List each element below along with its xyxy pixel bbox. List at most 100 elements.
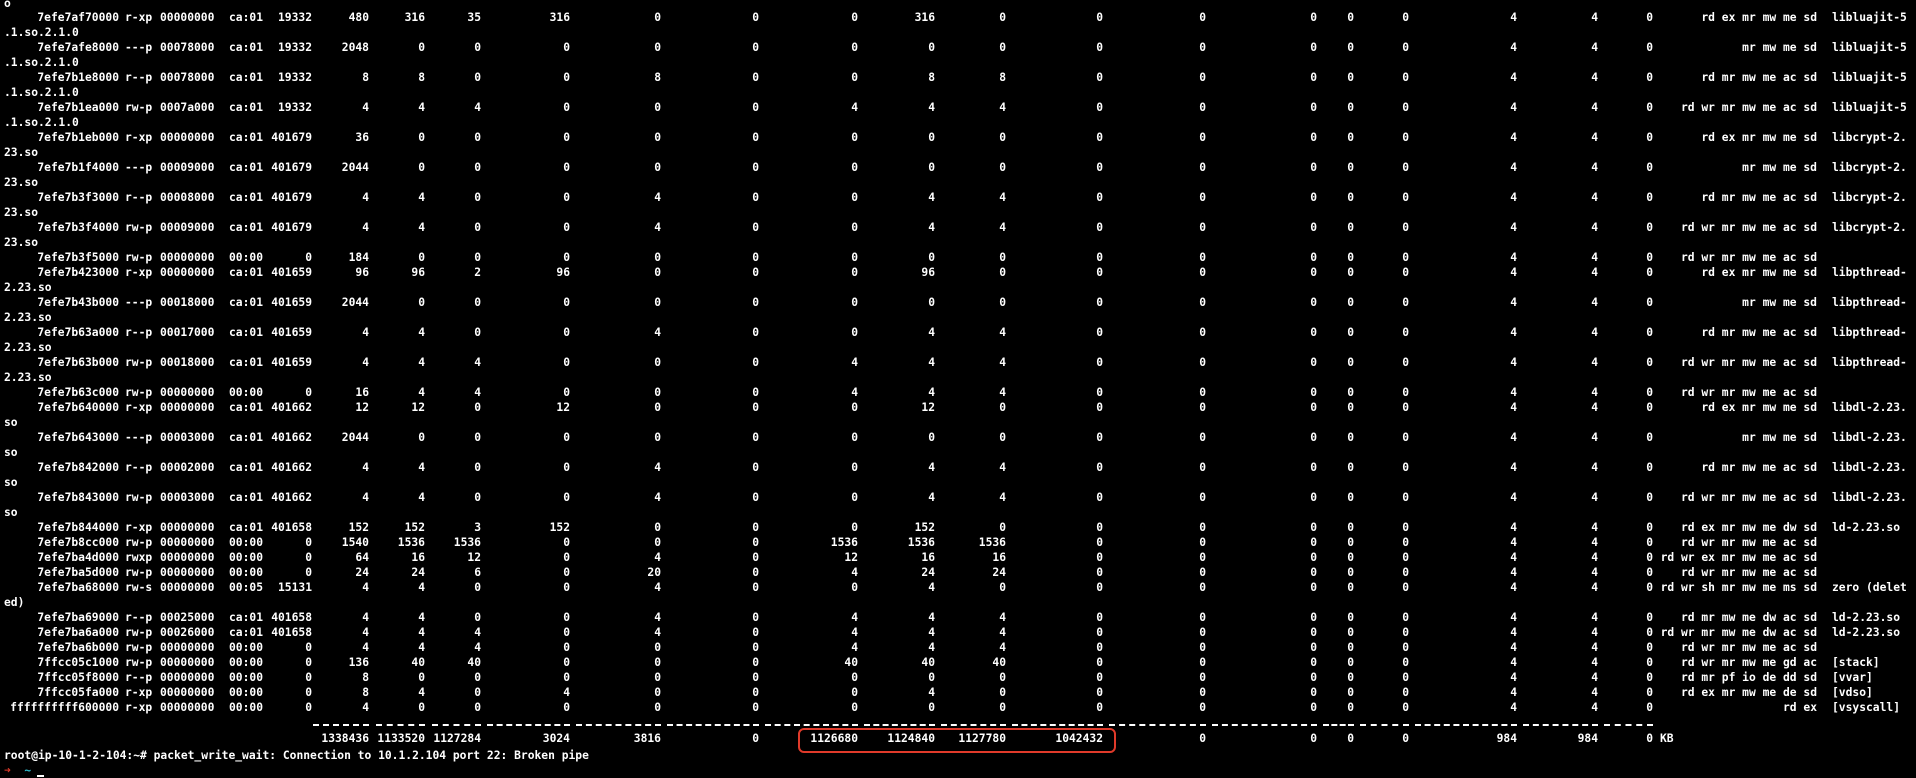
table-row: 7efe7b643000 ---p 00003000 ca:01 401662 2044 0… bbox=[0, 430, 1916, 445]
cell-size: 4 bbox=[362, 461, 369, 474]
cell-thp: 4 bbox=[1591, 701, 1598, 714]
cell-pss: 0 bbox=[474, 461, 481, 474]
cell-mapping: libpthread- bbox=[1832, 296, 1907, 309]
cell-locked: 4 bbox=[1510, 611, 1517, 624]
cell-perm: rw-s bbox=[125, 581, 153, 594]
cell-swap: 0 bbox=[1199, 251, 1206, 264]
cell-private_hugetlb: 0 bbox=[1096, 191, 1103, 204]
cell-private_hugetlb: 0 bbox=[1096, 161, 1103, 174]
cell-pss: 2 bbox=[474, 266, 481, 279]
table-row: 7efe7afe8000 ---p 00078000 ca:01 19332 2048 0 0… bbox=[0, 40, 1916, 55]
cell-pss: 40 bbox=[467, 656, 481, 669]
cell-referenced: 0 bbox=[563, 671, 570, 684]
cell-device: ca:01 bbox=[229, 11, 264, 24]
cell-mapping: libdl-2.23. bbox=[1832, 401, 1907, 414]
cell-flags: rd mr mw me ac sd bbox=[1701, 326, 1817, 339]
cell-anonymous: 0 bbox=[654, 41, 661, 54]
cell-thp: 4 bbox=[1591, 626, 1598, 639]
cell-anonhuge: 0 bbox=[851, 11, 858, 24]
table-row: 7efe7b1eb000 r-xp 00000000 ca:01 401679 36 0 0 0… bbox=[0, 130, 1916, 145]
totals-separator bbox=[0, 724, 1916, 730]
cell-kernelpage: 0 bbox=[1347, 536, 1354, 549]
cell-mapping: [vvar] bbox=[1832, 671, 1873, 684]
cell-private_hugetlb: 0 bbox=[1096, 296, 1103, 309]
cell-referenced: 0 bbox=[563, 491, 570, 504]
cell-referenced: 0 bbox=[563, 131, 570, 144]
cell-lazyfree: 0 bbox=[752, 431, 759, 444]
cell-address: 7efe7ba69000 bbox=[37, 611, 119, 624]
cell-lazyfree: 0 bbox=[752, 566, 759, 579]
cell-address: 7efe7afe8000 bbox=[37, 41, 119, 54]
cell-x: 0 bbox=[1646, 701, 1653, 714]
cell-swappss: 0 bbox=[1310, 461, 1317, 474]
cell-swappss: 0 bbox=[1310, 431, 1317, 444]
cell-lazyfree: 0 bbox=[752, 131, 759, 144]
cell-inode: 19332 bbox=[277, 41, 312, 54]
cell-thp: 4 bbox=[1591, 521, 1598, 534]
cell-kernelpage: 0 bbox=[1347, 266, 1354, 279]
cell-device: 00:00 bbox=[229, 701, 264, 714]
prompt-arrow-icon: ➜ bbox=[4, 764, 11, 777]
cell-x: 0 bbox=[1646, 101, 1653, 114]
cell-flags: rd mr mw me ac sd bbox=[1701, 191, 1817, 204]
cell-rss: 4 bbox=[418, 356, 425, 369]
cell-address: 7efe7b643000 bbox=[37, 431, 119, 444]
cell-inode: 401659 bbox=[271, 266, 312, 279]
cell-address: 7efe7b1f4000 bbox=[37, 161, 119, 174]
cell-private_hugetlb: 0 bbox=[1096, 101, 1103, 114]
cell-thp: 4 bbox=[1591, 491, 1598, 504]
totals-cell: 1124840 bbox=[887, 732, 935, 745]
highlight-box bbox=[798, 728, 1116, 753]
table-row: 7efe7b1f4000 ---p 00009000 ca:01 401679 2044 0… bbox=[0, 160, 1916, 175]
cell-thp: 4 bbox=[1591, 551, 1598, 564]
cell-locked: 4 bbox=[1510, 656, 1517, 669]
cell-device: ca:01 bbox=[229, 491, 264, 504]
cell-kernelpage: 0 bbox=[1347, 221, 1354, 234]
cell-locked: 4 bbox=[1510, 431, 1517, 444]
cell-private_hugetlb: 0 bbox=[1096, 626, 1103, 639]
cell-offset: 00000000 bbox=[160, 566, 215, 579]
cell-flags: rd ex mr mw me dw sd bbox=[1680, 521, 1817, 534]
prompt-line[interactable]: ➜ ~ bbox=[4, 764, 45, 777]
cell-perm: r-xp bbox=[125, 11, 153, 24]
cell-device: 00:05 bbox=[229, 581, 264, 594]
cell-rss: 8 bbox=[418, 71, 425, 84]
cell-lazyfree: 0 bbox=[752, 191, 759, 204]
wrapped-mapping-text: 2.23.so bbox=[4, 311, 52, 324]
cell-rss: 0 bbox=[418, 296, 425, 309]
cell-x: 0 bbox=[1646, 566, 1653, 579]
cell-x: 0 bbox=[1646, 521, 1653, 534]
cell-x: 0 bbox=[1646, 581, 1653, 594]
cell-x: 0 bbox=[1646, 356, 1653, 369]
cell-inode: 401679 bbox=[271, 191, 312, 204]
table-row: 7efe7b423000 r-xp 00000000 ca:01 401659 96 96 2… bbox=[0, 265, 1916, 280]
cell-size: 16 bbox=[355, 386, 369, 399]
cursor bbox=[37, 775, 45, 777]
cell-address: 7efe7ba6b000 bbox=[37, 641, 119, 654]
cell-size: 4 bbox=[362, 101, 369, 114]
cell-anonhuge: 0 bbox=[851, 521, 858, 534]
cell-private_hugetlb: 0 bbox=[1096, 71, 1103, 84]
cell-flags: rd wr mr mw me ac sd bbox=[1680, 221, 1817, 234]
cell-device: 00:00 bbox=[229, 566, 264, 579]
cell-anonymous: 0 bbox=[654, 656, 661, 669]
cell-offset: 00000000 bbox=[160, 581, 215, 594]
cell-inode: 401659 bbox=[271, 356, 312, 369]
cell-thp: 4 bbox=[1591, 161, 1598, 174]
cell-referenced: 0 bbox=[563, 356, 570, 369]
cell-inode: 401662 bbox=[271, 401, 312, 414]
cell-locked: 4 bbox=[1510, 626, 1517, 639]
cell-kernelpage: 0 bbox=[1347, 686, 1354, 699]
totals-cell: 0 bbox=[752, 732, 759, 745]
cell-pss: 0 bbox=[474, 221, 481, 234]
cell-anonymous: 0 bbox=[654, 101, 661, 114]
cell-flags: rd mr mw me ac sd bbox=[1701, 461, 1817, 474]
cell-rss: 4 bbox=[418, 326, 425, 339]
table-row: 7efe7b844000 r-xp 00000000 ca:01 401658 152 15… bbox=[0, 520, 1916, 535]
cell-inode: 0 bbox=[305, 386, 312, 399]
cell-rss: 12 bbox=[411, 401, 425, 414]
cell-anonhuge: 0 bbox=[851, 431, 858, 444]
cell-kernelpage: 0 bbox=[1347, 641, 1354, 654]
cell-offset: 00000000 bbox=[160, 266, 215, 279]
